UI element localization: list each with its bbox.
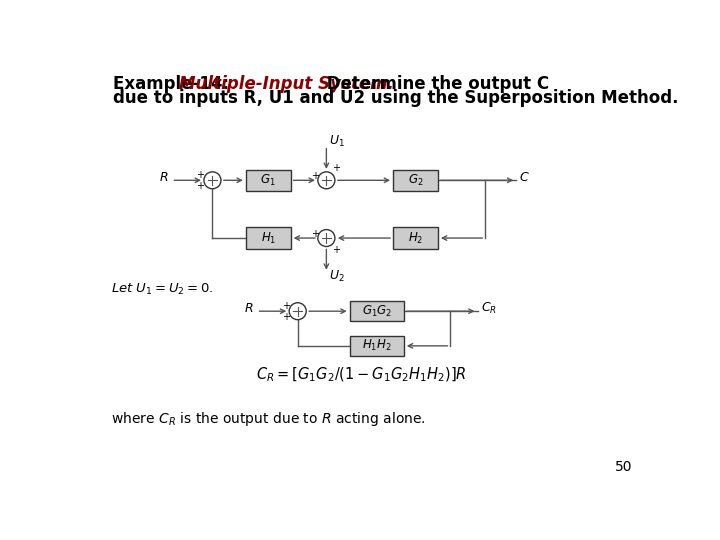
Text: due to inputs R, U1 and U2 using the Superposition Method.: due to inputs R, U1 and U2 using the Sup…: [113, 89, 679, 107]
Text: $C_R = [G_1G_2/(1 - G_1G_2 H_1 H_2)]R$: $C_R = [G_1G_2/(1 - G_1G_2 H_1 H_2)]R$: [256, 365, 467, 383]
Text: $R$: $R$: [244, 302, 253, 315]
Text: where $C_R$ is the output due to $R$ acting alone.: where $C_R$ is the output due to $R$ act…: [111, 410, 426, 428]
Text: $H_1$: $H_1$: [261, 231, 276, 246]
Text: +: +: [311, 229, 319, 239]
FancyBboxPatch shape: [393, 170, 438, 191]
Text: +: +: [333, 245, 341, 255]
Text: +: +: [282, 301, 290, 311]
Text: $R$: $R$: [159, 172, 168, 185]
Text: Determine the output C: Determine the output C: [321, 75, 549, 93]
Text: $U_1$: $U_1$: [330, 134, 346, 150]
Text: Example-14:: Example-14:: [113, 75, 235, 93]
Text: +: +: [311, 172, 319, 181]
Text: Multiple-Input System.: Multiple-Input System.: [179, 75, 394, 93]
FancyBboxPatch shape: [350, 301, 404, 321]
FancyBboxPatch shape: [246, 170, 291, 191]
Text: +: +: [196, 170, 204, 180]
Circle shape: [318, 172, 335, 189]
Text: $G_1G_2$: $G_1G_2$: [361, 303, 392, 319]
Text: $C_R$: $C_R$: [481, 301, 497, 316]
Text: $H_2$: $H_2$: [408, 231, 423, 246]
Text: $U_2$: $U_2$: [330, 269, 345, 284]
FancyBboxPatch shape: [350, 336, 404, 356]
Text: +: +: [282, 312, 290, 322]
Text: +: +: [333, 163, 341, 173]
Text: 50: 50: [615, 460, 632, 474]
Text: $H_1H_2$: $H_1H_2$: [362, 338, 392, 353]
Circle shape: [204, 172, 221, 189]
Text: $C$: $C$: [519, 172, 530, 185]
FancyBboxPatch shape: [393, 227, 438, 249]
Text: $G_2$: $G_2$: [408, 173, 423, 188]
Circle shape: [318, 230, 335, 247]
Text: $G_1$: $G_1$: [261, 173, 276, 188]
FancyBboxPatch shape: [246, 227, 291, 249]
Text: +: +: [196, 181, 204, 191]
Circle shape: [289, 303, 306, 320]
Text: Let $U_1 = U_2 = 0.$: Let $U_1 = U_2 = 0.$: [111, 282, 213, 297]
